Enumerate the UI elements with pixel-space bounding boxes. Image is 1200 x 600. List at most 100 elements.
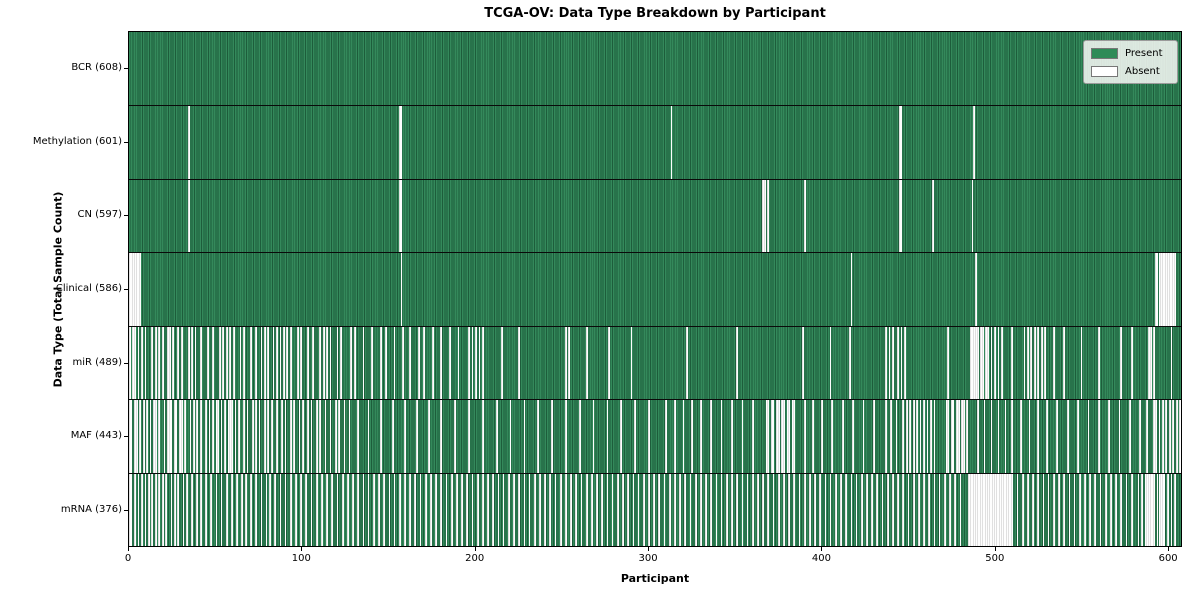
absent-stripe — [950, 400, 953, 473]
absent-stripe — [544, 473, 546, 546]
absent-stripe — [238, 400, 240, 473]
y-tick-mark — [124, 67, 128, 69]
absent-stripe — [1165, 253, 1168, 326]
absent-stripe — [161, 473, 164, 546]
absent-stripe — [746, 473, 749, 546]
absent-stripe — [850, 473, 853, 546]
absent-stripe — [943, 473, 946, 546]
absent-stripe — [276, 400, 278, 473]
absent-stripe — [888, 326, 891, 400]
absent-stripe — [1066, 400, 1069, 473]
absent-stripe — [720, 400, 723, 473]
absent-stripe — [741, 400, 744, 473]
absent-stripe — [1172, 400, 1175, 473]
absent-stripe — [151, 326, 154, 400]
absent-stripe — [227, 400, 230, 473]
absent-stripe — [173, 400, 176, 473]
absent-stripe — [616, 473, 619, 546]
absent-stripe — [281, 400, 283, 473]
absent-stripe — [902, 473, 905, 546]
y-tick-mark — [124, 289, 128, 290]
absent-stripe — [1148, 473, 1150, 546]
absent-stripe — [528, 473, 531, 546]
absent-stripe — [293, 400, 296, 473]
absent-stripe — [632, 473, 635, 546]
absent-stripe — [956, 400, 958, 473]
absent-stripe — [777, 473, 780, 546]
x-tick-mark — [994, 547, 996, 551]
absent-stripe — [900, 179, 903, 253]
absent-stripe — [1011, 473, 1014, 546]
absent-stripe — [424, 473, 427, 546]
absent-stripe — [263, 400, 266, 473]
absent-stripe — [158, 473, 161, 546]
absent-stripe — [1097, 400, 1100, 473]
absent-stripe — [971, 473, 974, 546]
absent-stripe — [134, 253, 136, 326]
absent-stripe — [821, 400, 823, 473]
absent-stripe — [137, 253, 140, 326]
absent-stripe — [762, 179, 764, 253]
absent-stripe — [1151, 473, 1154, 546]
absent-stripe — [829, 473, 832, 546]
absent-stripe — [139, 400, 142, 473]
absent-stripe — [383, 473, 386, 546]
absent-stripe — [168, 400, 171, 473]
absent-stripe — [466, 473, 469, 546]
absent-stripe — [1139, 400, 1142, 473]
absent-stripe — [565, 400, 567, 473]
absent-stripe — [777, 400, 780, 473]
x-tick-mark — [1168, 547, 1170, 551]
absent-stripe — [347, 473, 349, 546]
absent-stripe — [834, 473, 837, 546]
absent-stripe — [220, 473, 223, 546]
absent-stripe — [898, 179, 901, 253]
absent-stripe — [995, 473, 998, 546]
absent-stripe — [307, 400, 309, 473]
absent-stripe — [341, 473, 344, 546]
absent-stripe — [182, 473, 185, 546]
absent-stripe — [134, 473, 136, 546]
absent-stripe — [976, 326, 979, 400]
absent-stripe — [829, 326, 832, 400]
absent-stripe — [1120, 326, 1123, 400]
absent-stripe — [994, 473, 996, 546]
absent-stripe — [1149, 326, 1152, 400]
absent-stripe — [144, 473, 147, 546]
absent-stripe — [236, 473, 238, 546]
absent-stripe — [904, 326, 906, 400]
absent-stripe — [949, 473, 951, 546]
absent-stripe — [205, 400, 207, 473]
absent-stripe — [289, 473, 292, 546]
absent-stripe — [334, 400, 337, 473]
absent-stripe — [840, 473, 842, 546]
absent-stripe — [282, 326, 285, 400]
absent-stripe — [205, 473, 207, 546]
absent-stripe — [959, 473, 962, 546]
absent-stripe — [923, 400, 925, 473]
absent-stripe — [154, 400, 157, 473]
absent-stripe — [239, 326, 242, 400]
absent-stripe — [1167, 253, 1169, 326]
absent-stripe — [471, 473, 474, 546]
absent-stripe — [1046, 400, 1048, 473]
absent-stripe — [1108, 400, 1111, 473]
absent-stripe — [918, 473, 920, 546]
absent-stripe — [142, 400, 145, 473]
absent-stripe — [767, 400, 770, 473]
absent-stripe — [1044, 326, 1047, 400]
absent-stripe — [912, 400, 915, 473]
absent-stripe — [180, 400, 183, 473]
absent-stripe — [507, 473, 510, 546]
absent-stripe — [808, 473, 811, 546]
absent-stripe — [305, 473, 308, 546]
absent-stripe — [357, 473, 360, 546]
absent-stripe — [289, 400, 292, 473]
absent-stripe — [481, 473, 484, 546]
absent-stripe — [866, 473, 868, 546]
absent-stripe — [187, 179, 190, 253]
absent-stripe — [627, 473, 630, 546]
absent-stripe — [781, 400, 784, 473]
absent-stripe — [212, 326, 214, 400]
absent-stripe — [988, 473, 991, 546]
